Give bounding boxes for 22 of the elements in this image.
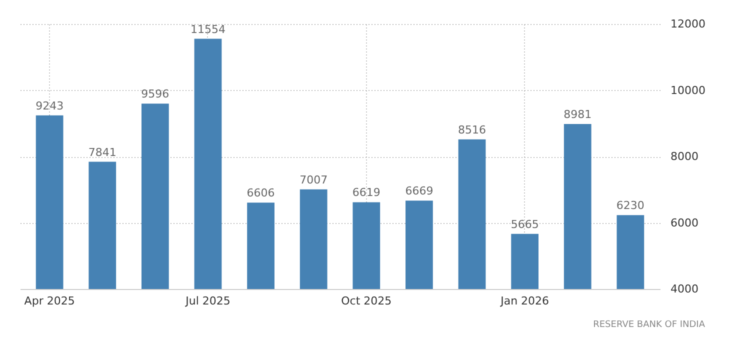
- y-tick-label: 12000: [670, 18, 706, 30]
- x-tick-label: Oct 2025: [341, 294, 392, 308]
- data-label: 7841: [88, 146, 116, 159]
- y-tick-label: 10000: [670, 84, 706, 97]
- data-label: 6230: [616, 199, 644, 212]
- data-label: 7007: [300, 173, 328, 186]
- data-label: 6606: [246, 186, 275, 200]
- data-label: 9243: [36, 99, 64, 112]
- x-tick-label: Apr 2025: [24, 294, 75, 308]
- text: RESERVE BANK OF INDIA: [593, 320, 706, 330]
- y-tick-label: 4000: [670, 282, 698, 296]
- y-tick-label: 6000: [670, 216, 698, 230]
- data-label: 11554: [190, 22, 226, 36]
- x-tick-label: Jul 2025: [184, 294, 230, 308]
- y-tick-label: 8000: [670, 150, 698, 163]
- data-label: 8981: [564, 108, 592, 122]
- data-label: 5665: [510, 218, 539, 231]
- x-tick-label: Jan 2026: [500, 294, 550, 308]
- data-label: 8516: [458, 123, 486, 136]
- data-label: 9596: [141, 88, 170, 101]
- data-label: 6619: [352, 186, 380, 200]
- data-label: 6669: [405, 184, 434, 198]
